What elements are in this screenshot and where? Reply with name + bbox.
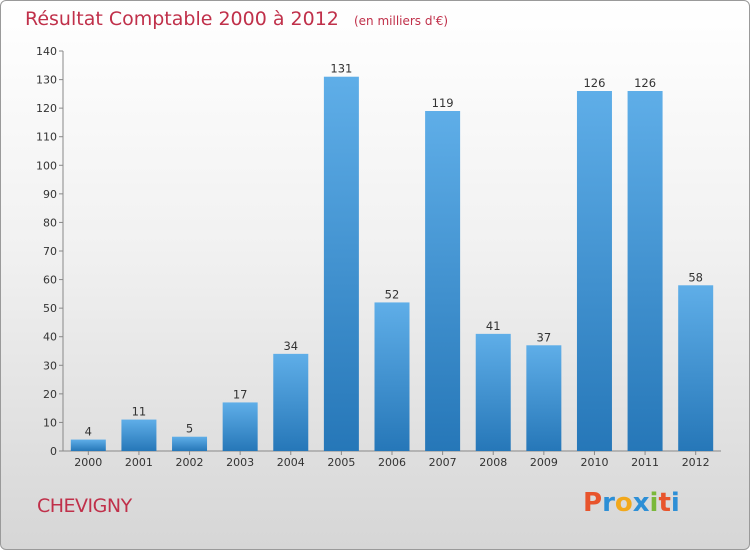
value-label-2007: 119	[432, 96, 454, 110]
x-tick-label-2006: 2006	[378, 456, 406, 469]
x-tick-label-2008: 2008	[479, 456, 507, 469]
y-tick-label: 140	[36, 45, 57, 58]
logo-letter: r	[602, 488, 615, 518]
y-tick-label: 110	[36, 131, 57, 144]
logo-letter: o	[614, 488, 633, 518]
proxiti-logo: Proxiti	[583, 488, 680, 518]
y-tick-label: 40	[43, 331, 57, 344]
y-tick-label: 10	[43, 416, 57, 429]
y-tick-label: 60	[43, 274, 57, 287]
x-tick-label-2004: 2004	[277, 456, 305, 469]
chart-subtitle: (en milliers d'€)	[353, 14, 449, 28]
x-tick-label-2010: 2010	[580, 456, 608, 469]
value-label-2012: 58	[688, 270, 703, 284]
value-label-2005: 131	[330, 62, 352, 76]
x-tick-label-2001: 2001	[125, 456, 153, 469]
x-tick-label-2000: 2000	[74, 456, 102, 469]
value-label-2008: 41	[486, 319, 501, 333]
bar-2000	[70, 439, 106, 451]
bar-2012	[678, 285, 714, 451]
bars	[70, 76, 714, 451]
chart-title: Résultat Comptable 2000 à 2012	[25, 8, 339, 30]
value-label-2006: 52	[385, 287, 400, 301]
logo-letter: t	[658, 488, 671, 518]
x-tick-label-2012: 2012	[682, 456, 710, 469]
labels: 2000 4 2001 11 2002 5 2003 17 2004 34 2005 131 2006 5…	[74, 62, 709, 469]
bar-2008	[475, 333, 511, 451]
bar-2010	[576, 91, 612, 451]
value-label-2009: 37	[537, 330, 552, 344]
logo-letter: x	[632, 488, 650, 518]
y-tick-label: 0	[50, 445, 57, 458]
value-label-2010: 126	[583, 76, 605, 90]
y-tick-label: 120	[36, 102, 57, 115]
bar-2003	[222, 402, 258, 451]
y-tick-label: 90	[43, 188, 57, 201]
bar-2007	[425, 111, 461, 451]
logo-letter: i	[649, 488, 659, 518]
x-tick-label-2005: 2005	[327, 456, 355, 469]
x-tick-label-2003: 2003	[226, 456, 254, 469]
y-tick-label: 30	[43, 359, 57, 372]
y-tick-label: 130	[36, 74, 57, 87]
y-tick-label: 70	[43, 245, 57, 258]
bar-2005	[323, 76, 359, 451]
y-tick-label: 20	[43, 388, 57, 401]
value-label-2002: 5	[186, 422, 193, 436]
bar-2002	[172, 436, 208, 451]
value-label-2011: 126	[634, 76, 656, 90]
bar-2001	[121, 419, 157, 451]
x-tick-label-2011: 2011	[631, 456, 659, 469]
y-tick-label: 50	[43, 302, 57, 315]
x-tick-label-2007: 2007	[429, 456, 457, 469]
bar-2011	[627, 91, 663, 451]
value-label-2004: 34	[283, 339, 298, 353]
bar-2009	[526, 345, 562, 451]
value-label-2000: 4	[85, 425, 92, 439]
x-tick-label-2002: 2002	[176, 456, 204, 469]
y-tick-label: 100	[36, 159, 57, 172]
x-tick-label-2009: 2009	[530, 456, 558, 469]
value-label-2001: 11	[132, 405, 147, 419]
title-row: Résultat Comptable 2000 à 2012 (en milli…	[25, 8, 448, 30]
y-tick-label: 80	[43, 216, 57, 229]
commune-name: CHEVIGNY	[37, 495, 132, 517]
value-label-2003: 17	[233, 387, 248, 401]
bar-2004	[273, 353, 309, 451]
logo-letter: P	[583, 488, 603, 518]
bar-2006	[374, 302, 410, 451]
logo-letter: i	[670, 488, 680, 518]
